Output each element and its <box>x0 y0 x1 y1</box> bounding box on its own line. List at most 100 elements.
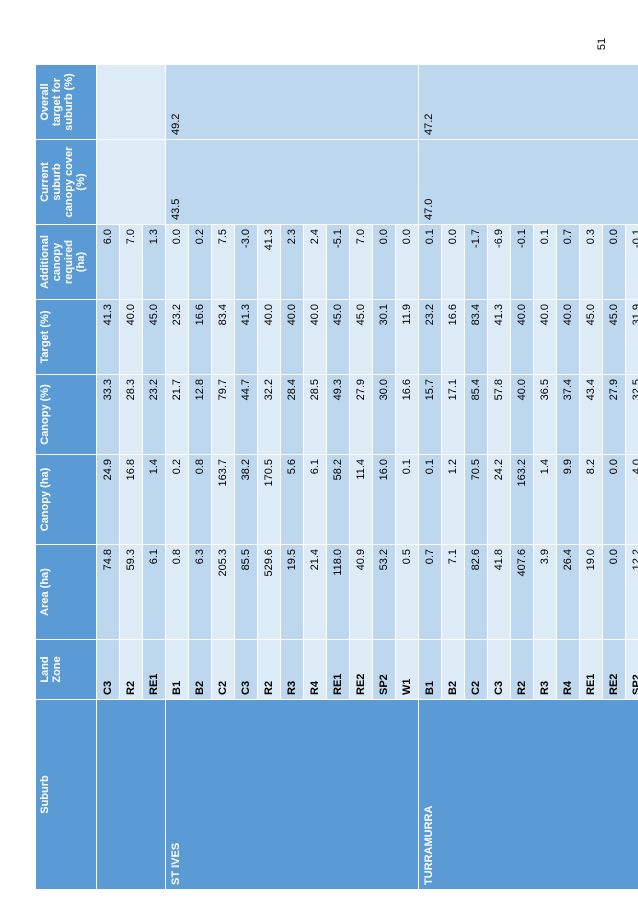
value-cell: 6.3 <box>188 544 212 640</box>
land-zone: R3 <box>533 639 557 700</box>
header-cell: Canopy (%) <box>35 374 97 455</box>
suburb-cell <box>96 699 166 890</box>
value-cell: 1.4 <box>142 454 166 545</box>
land-zone: R2 <box>510 639 534 700</box>
value-cell: 58.2 <box>326 454 350 545</box>
value-cell: 7.0 <box>349 224 373 300</box>
value-cell: 43.4 <box>579 374 603 455</box>
value-cell: 11.4 <box>349 454 373 545</box>
value-cell: -1.7 <box>464 224 488 300</box>
value-cell: 407.6 <box>510 544 534 640</box>
value-cell: 7.0 <box>119 224 143 300</box>
land-zone: SP2 <box>372 639 396 700</box>
value-cell: 41.8 <box>487 544 511 640</box>
value-cell: 27.9 <box>602 374 626 455</box>
value-cell: 12.8 <box>188 374 212 455</box>
value-cell: 26.4 <box>556 544 580 640</box>
value-cell: 28.3 <box>119 374 143 455</box>
value-cell: 1.2 <box>441 454 465 545</box>
value-cell: 40.0 <box>510 374 534 455</box>
value-cell: 15.7 <box>418 374 442 455</box>
value-cell: 59.3 <box>119 544 143 640</box>
land-zone: C2 <box>211 639 235 700</box>
value-cell: 0.7 <box>556 224 580 300</box>
value-cell: 19.5 <box>280 544 304 640</box>
value-cell: 40.0 <box>533 299 557 375</box>
land-zone: B2 <box>188 639 212 700</box>
land-zone: C2 <box>464 639 488 700</box>
value-cell: 30.1 <box>372 299 396 375</box>
land-zone: R3 <box>280 639 304 700</box>
value-cell: 31.9 <box>625 299 638 375</box>
value-cell: 0.2 <box>188 224 212 300</box>
value-cell: 11.9 <box>395 299 419 375</box>
value-cell: 41.3 <box>487 299 511 375</box>
page-number: 51 <box>596 37 609 51</box>
value-cell: 163.2 <box>510 454 534 545</box>
value-cell: 40.0 <box>119 299 143 375</box>
value-cell: 2.3 <box>280 224 304 300</box>
land-zone: R2 <box>257 639 281 700</box>
land-zone: R4 <box>556 639 580 700</box>
value-cell: 529.6 <box>257 544 281 640</box>
land-zone: C3 <box>96 639 120 700</box>
value-cell: 85.5 <box>234 544 258 640</box>
header-cell: Target (%) <box>35 299 97 375</box>
current-cover <box>96 139 166 225</box>
value-cell: 170.5 <box>257 454 281 545</box>
header-cell: Overall target for suburb (%) <box>35 64 97 140</box>
land-zone: RE1 <box>579 639 603 700</box>
value-cell: 23.2 <box>142 374 166 455</box>
value-cell: -6.9 <box>487 224 511 300</box>
current-cover: 43.5 <box>165 139 419 225</box>
value-cell: 205.3 <box>211 544 235 640</box>
value-cell: 45.0 <box>602 299 626 375</box>
land-zone: C3 <box>487 639 511 700</box>
overall-target: 49.2 <box>165 64 419 140</box>
rotated-table: Suburb Land Zone Area (ha) Canopy (ha) Canop… <box>35 64 638 890</box>
value-cell: 23.2 <box>165 299 189 375</box>
value-cell: -0.1 <box>510 224 534 300</box>
value-cell: 28.5 <box>303 374 327 455</box>
value-cell: 2.4 <box>303 224 327 300</box>
value-cell: 0.3 <box>579 224 603 300</box>
value-cell: 28.4 <box>280 374 304 455</box>
value-cell: 83.4 <box>211 299 235 375</box>
value-cell: 6.1 <box>142 544 166 640</box>
value-cell: 82.6 <box>464 544 488 640</box>
value-cell: 40.0 <box>303 299 327 375</box>
value-cell: 32.5 <box>625 374 638 455</box>
suburb-cell: ST IVES <box>165 699 419 890</box>
value-cell: 41.3 <box>96 299 120 375</box>
value-cell: 53.2 <box>372 544 396 640</box>
value-cell: 0.0 <box>395 224 419 300</box>
value-cell: 74.8 <box>96 544 120 640</box>
value-cell: 40.9 <box>349 544 373 640</box>
land-zone: RE2 <box>602 639 626 700</box>
value-cell: 40.0 <box>556 299 580 375</box>
value-cell: 40.0 <box>280 299 304 375</box>
value-cell: 16.0 <box>372 454 396 545</box>
header-cell: Suburb <box>35 699 97 890</box>
value-cell: 32.2 <box>257 374 281 455</box>
value-cell: 24.9 <box>96 454 120 545</box>
land-zone: B1 <box>165 639 189 700</box>
value-cell: 3.9 <box>533 544 557 640</box>
value-cell: 0.0 <box>602 454 626 545</box>
value-cell: 45.0 <box>349 299 373 375</box>
overall-target <box>96 64 166 140</box>
land-zone: B1 <box>418 639 442 700</box>
canopy-table: Suburb Land Zone Area (ha) Canopy (ha) Canop… <box>35 64 638 890</box>
value-cell: 118.0 <box>326 544 350 640</box>
current-cover: 47.0 <box>418 139 638 225</box>
value-cell: 45.0 <box>142 299 166 375</box>
value-cell: 40.0 <box>257 299 281 375</box>
value-cell: 21.7 <box>165 374 189 455</box>
value-cell: 1.3 <box>142 224 166 300</box>
value-cell: 16.6 <box>395 374 419 455</box>
value-cell: 8.2 <box>579 454 603 545</box>
value-cell: -0.1 <box>625 224 638 300</box>
value-cell: 9.9 <box>556 454 580 545</box>
header-cell: Canopy (ha) <box>35 454 97 545</box>
